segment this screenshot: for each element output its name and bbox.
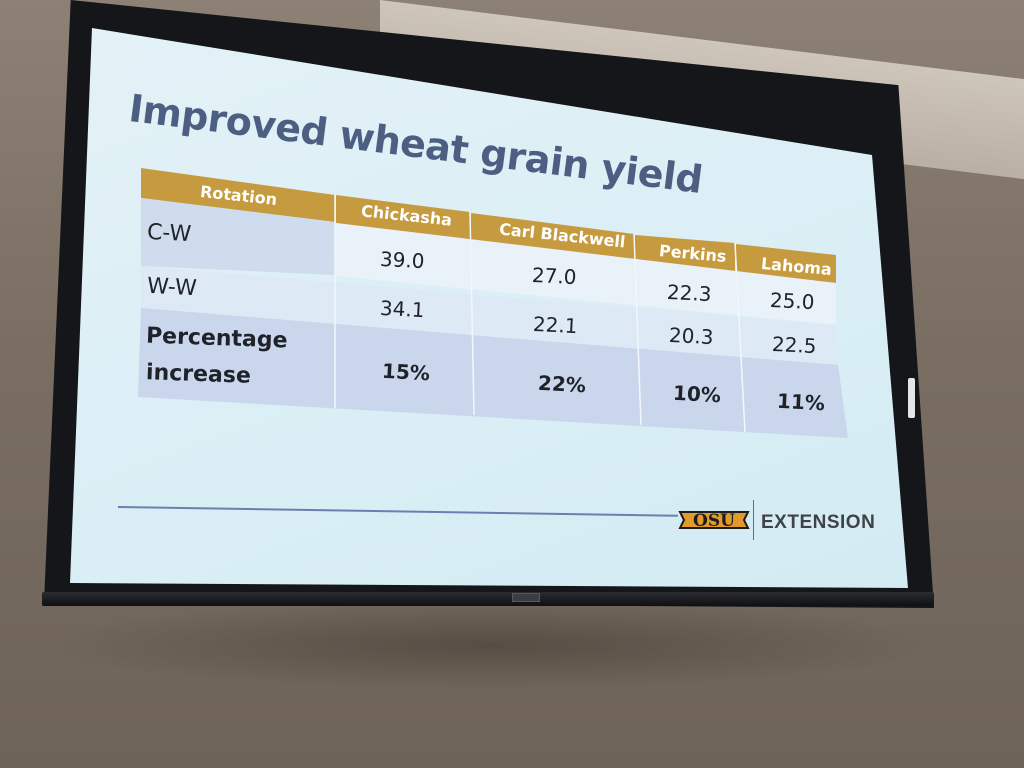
cw-chickasha: 39.0 [379, 246, 426, 274]
pct-perkins: 10% [672, 380, 722, 408]
logo-divider [753, 500, 754, 540]
cw-carl-blackwell: 27.0 [531, 262, 578, 290]
header-cell-chickasha-bg [336, 195, 470, 240]
pct-lahoma: 11% [776, 388, 826, 416]
pct-carl-blackwell: 22% [537, 370, 587, 398]
row-label-cw: C-W [146, 219, 192, 248]
pct-chickasha: 15% [381, 358, 431, 386]
osu-logo-text: OSU [693, 511, 735, 531]
osu-logo: OSU [678, 500, 750, 545]
row-label-pct-line1: Percentage [145, 323, 288, 354]
header-cell-rotation-bg [141, 168, 335, 222]
screen-bottom-bar [42, 592, 934, 606]
header-cell-carl-blackwell-bg [471, 213, 634, 264]
row-pct-bg [138, 308, 848, 438]
header-cell-lahoma-bg [736, 244, 836, 283]
ww-lahoma: 22.5 [771, 331, 818, 359]
row-cw-label-bg [141, 198, 335, 275]
row-label-pct-line2: increase [145, 360, 252, 389]
ww-perkins: 20.3 [668, 322, 715, 350]
col-divider-4 [734, 242, 746, 433]
cw-perkins: 22.3 [666, 279, 713, 307]
col-divider-3 [633, 233, 642, 426]
col-divider-2 [469, 211, 475, 416]
row-ww-bg [141, 266, 838, 365]
cw-lahoma: 25.0 [769, 287, 816, 315]
ww-carl-blackwell: 22.1 [532, 311, 579, 339]
screen-edge-clip [908, 378, 915, 418]
wall-shadow [40, 600, 940, 690]
row-cw-values-bg [336, 223, 836, 325]
screen-brand-label [512, 593, 540, 602]
row-label-ww: W-W [146, 273, 198, 302]
ww-chickasha: 34.1 [379, 295, 426, 323]
osu-logo-mark: OSU [678, 511, 750, 531]
extension-wordmark: EXTENSION [761, 512, 876, 533]
